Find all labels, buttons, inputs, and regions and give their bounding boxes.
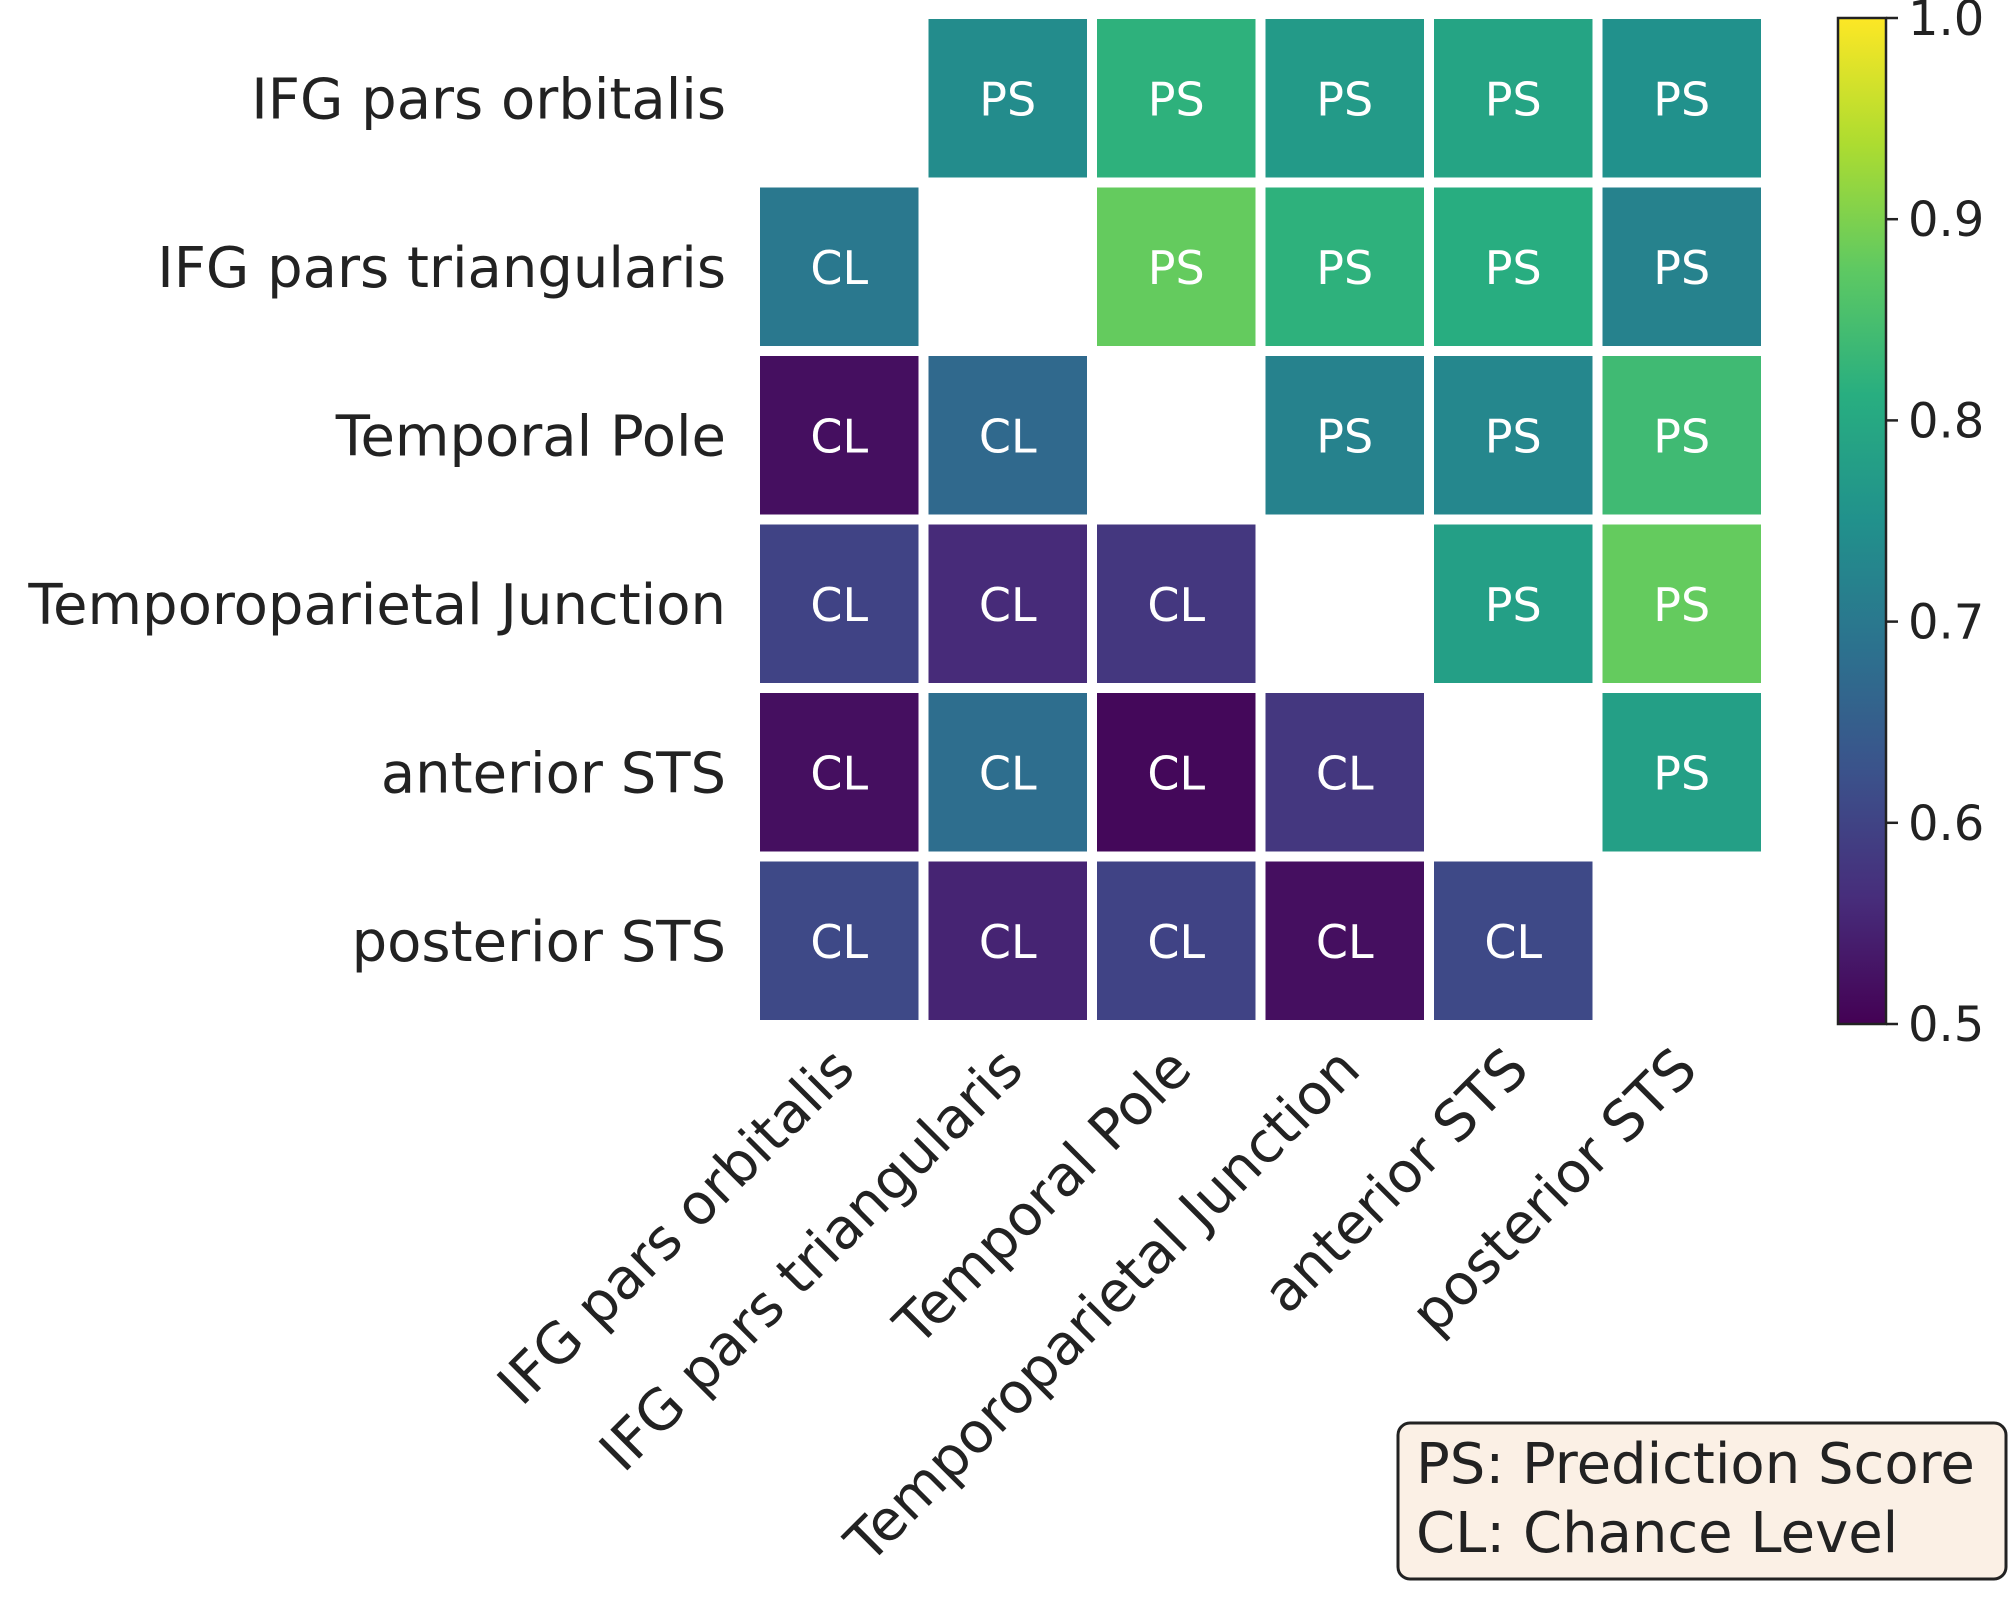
row-labels: IFG pars orbitalis IFG pars triangularis T… — [27, 67, 726, 975]
legend-entry-cl: CL: Chance Level — [1416, 1501, 1898, 1566]
legend-frame — [1396, 1421, 2008, 1581]
heatmap-cell — [1097, 524, 1256, 683]
cell-label: CL — [810, 409, 868, 463]
cell-label: PS — [1653, 241, 1710, 295]
heatmap-cell — [760, 693, 919, 852]
heatmap-cell — [1097, 187, 1256, 346]
heatmap-cell — [1434, 356, 1593, 515]
heatmap-cell — [760, 861, 919, 1020]
row-label: Temporoparietal Junction — [27, 573, 726, 638]
heatmap-cell — [928, 356, 1087, 515]
cell-label: PS — [1653, 578, 1710, 632]
heatmap-cell — [1602, 524, 1761, 683]
colorbar-tick-label: 0.9 — [1908, 192, 1984, 248]
legend-entry-ps: PS: Prediction Score — [1416, 1432, 1975, 1497]
row-label: anterior STS — [381, 741, 726, 806]
cell-label: CL — [810, 241, 868, 295]
cell-label: PS — [1316, 241, 1373, 295]
heatmap-cell — [1097, 19, 1256, 178]
heatmap-cell — [928, 693, 1087, 852]
heatmap-cell — [1434, 524, 1593, 683]
cell-label: PS — [1653, 746, 1710, 800]
cell-label: PS — [1653, 72, 1710, 126]
cell-label: PS — [1148, 72, 1205, 126]
heatmap-cell — [760, 524, 919, 683]
cell-label: CL — [1147, 915, 1205, 969]
cell-label: PS — [1485, 72, 1542, 126]
cell-label: CL — [979, 578, 1037, 632]
legend-box: PS: Prediction Score CL: Chance Level — [1396, 1421, 2008, 1581]
heatmap-cell — [928, 524, 1087, 683]
cell-label: CL — [1316, 746, 1374, 800]
colorbar-tick-label: 0.7 — [1908, 595, 1984, 651]
cell-label: CL — [979, 409, 1037, 463]
heatmap-cell — [1097, 693, 1256, 852]
colorbar-tick-label: 0.6 — [1908, 796, 1984, 852]
heatmap-cell — [1602, 19, 1761, 178]
colorbar-gradient — [1836, 16, 1888, 1026]
heatmap-cell — [1265, 861, 1424, 1020]
cell-label: CL — [1316, 915, 1374, 969]
colorbar-tick-label: 1.0 — [1908, 0, 1984, 47]
cell-label: PS — [1148, 241, 1205, 295]
cell-label: CL — [1484, 915, 1542, 969]
heatmap-cell — [1265, 187, 1424, 346]
cell-label: PS — [979, 72, 1036, 126]
cell-label: PS — [1485, 241, 1542, 295]
colorbar-ticks: 0.5 0.6 0.7 0.8 0.9 1.0 — [1886, 0, 1984, 1053]
heatmap-cell — [1434, 187, 1593, 346]
heatmap-cell — [1265, 693, 1424, 852]
cell-label: PS — [1485, 409, 1542, 463]
cell-label: CL — [979, 746, 1037, 800]
cell-label: CL — [1147, 578, 1205, 632]
heatmap-cells: PS PS PS PS PS CL PS PS PS PS CL CL PS PS PS CL CL CL PS PS… — [760, 19, 1761, 1020]
heatmap-cell — [1602, 356, 1761, 515]
heatmap-cell — [1602, 187, 1761, 346]
row-label: IFG pars triangularis — [157, 236, 726, 301]
heatmap-cell — [928, 861, 1087, 1020]
heatmap-cell — [1434, 861, 1593, 1020]
row-label: Temporal Pole — [335, 404, 726, 469]
colorbar-tick-label: 0.5 — [1908, 997, 1984, 1053]
heatmap-cell — [760, 356, 919, 515]
column-label: Temporal Pole — [882, 1036, 1205, 1359]
heatmap-cell — [1602, 693, 1761, 852]
heatmap-cell — [1265, 356, 1424, 515]
row-label: posterior STS — [352, 910, 726, 975]
heatmap-cell — [1434, 19, 1593, 178]
cell-label: CL — [979, 915, 1037, 969]
row-label: IFG pars orbitalis — [251, 67, 726, 132]
cell-label: CL — [810, 578, 868, 632]
cell-label: PS — [1653, 409, 1710, 463]
cell-label: CL — [810, 915, 868, 969]
heatmap-cell — [1097, 861, 1256, 1020]
colorbar-tick-label: 0.8 — [1908, 393, 1984, 449]
colorbar: 0.5 0.6 0.7 0.8 0.9 1.0 — [1836, 0, 1984, 1053]
cell-label: CL — [810, 746, 868, 800]
cell-label: PS — [1316, 409, 1373, 463]
heatmap-cell — [760, 187, 919, 346]
heatmap-cell — [928, 19, 1087, 178]
cell-label: PS — [1485, 578, 1542, 632]
cell-label: PS — [1316, 72, 1373, 126]
cell-label: CL — [1147, 746, 1205, 800]
heatmap-cell — [1265, 19, 1424, 178]
column-label: posterior STS — [1399, 1036, 1710, 1347]
